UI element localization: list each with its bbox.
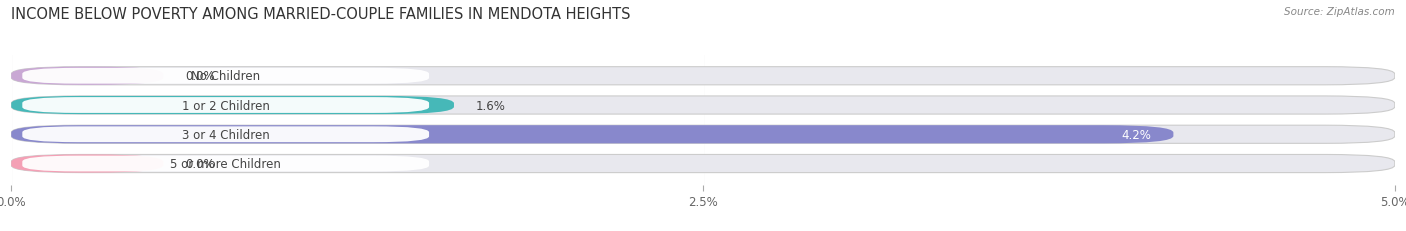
Text: 0.0%: 0.0% bbox=[186, 157, 215, 170]
Text: 4.2%: 4.2% bbox=[1122, 128, 1152, 141]
FancyBboxPatch shape bbox=[11, 67, 1395, 85]
FancyBboxPatch shape bbox=[22, 98, 429, 113]
Text: 5 or more Children: 5 or more Children bbox=[170, 157, 281, 170]
FancyBboxPatch shape bbox=[11, 97, 1395, 115]
Text: Source: ZipAtlas.com: Source: ZipAtlas.com bbox=[1284, 7, 1395, 17]
Text: 1.6%: 1.6% bbox=[477, 99, 506, 112]
FancyBboxPatch shape bbox=[22, 156, 429, 172]
FancyBboxPatch shape bbox=[11, 155, 1395, 173]
Text: INCOME BELOW POVERTY AMONG MARRIED-COUPLE FAMILIES IN MENDOTA HEIGHTS: INCOME BELOW POVERTY AMONG MARRIED-COUPL… bbox=[11, 7, 631, 22]
FancyBboxPatch shape bbox=[11, 97, 454, 115]
Text: 0.0%: 0.0% bbox=[186, 70, 215, 83]
FancyBboxPatch shape bbox=[11, 126, 1174, 144]
Text: 1 or 2 Children: 1 or 2 Children bbox=[181, 99, 270, 112]
Text: 3 or 4 Children: 3 or 4 Children bbox=[181, 128, 270, 141]
Text: No Children: No Children bbox=[191, 70, 260, 83]
FancyBboxPatch shape bbox=[22, 69, 429, 84]
FancyBboxPatch shape bbox=[22, 127, 429, 143]
FancyBboxPatch shape bbox=[11, 155, 163, 173]
FancyBboxPatch shape bbox=[11, 67, 163, 85]
FancyBboxPatch shape bbox=[11, 126, 1395, 144]
